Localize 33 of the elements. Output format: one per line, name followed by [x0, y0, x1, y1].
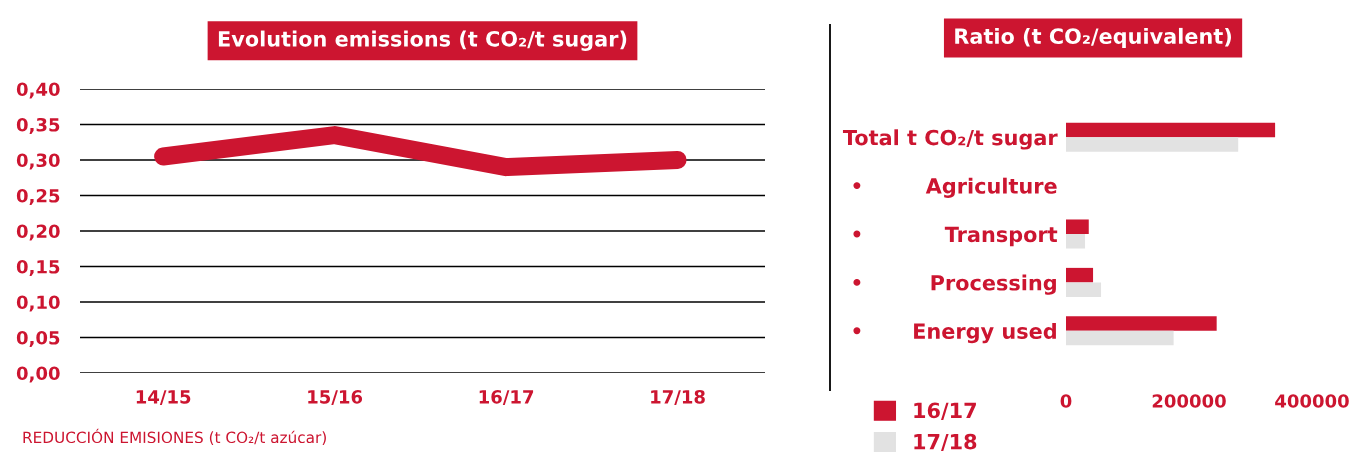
bar: [1066, 219, 1089, 234]
text: REDUCCIÓN EMISIONES (t CO₂/t azúcar): [23, 428, 326, 445]
x-tick-label: 16/17: [479, 390, 534, 406]
x-tick-label: 17/18: [651, 389, 705, 406]
y-tick-label: Energy used: [914, 322, 1056, 344]
x-tick-label: 15/16: [308, 390, 363, 406]
y-tick-label: 0,30: [16, 153, 60, 170]
y-tick-label: 0,00: [16, 366, 60, 383]
y-tick-label: 0,35: [16, 117, 60, 134]
y-tick-label: Total t CO₂/t sugar: [842, 129, 1058, 150]
y-tick-label: Transport: [944, 226, 1058, 247]
bar: [1066, 267, 1094, 283]
y-tick-label: 0,20: [16, 224, 60, 241]
x-tick-label: 0: [1060, 394, 1072, 408]
bar: [1066, 282, 1102, 297]
x-tick-label: 400000: [1275, 394, 1349, 408]
y-tick-label: 0,40: [16, 82, 60, 99]
y-tick-label: 0,25: [16, 188, 60, 205]
legend-label: 17/18: [914, 433, 977, 452]
bar: [1066, 330, 1174, 346]
chart-title: Evolution emissions (t CO₂/t sugar): [218, 30, 627, 51]
x-tick-label: 14/15: [136, 390, 191, 406]
x-tick-label: 200000: [1152, 394, 1226, 408]
y-tick-label: Agriculture: [925, 177, 1057, 199]
chart-title: Ratio (t CO₂/equivalent): [955, 27, 1231, 49]
y-tick-label: 0,10: [16, 295, 60, 312]
bar: [1066, 137, 1239, 152]
y-tick-label: 0,15: [16, 259, 60, 276]
y-tick-label: 0,05: [16, 330, 60, 347]
bar: [1066, 122, 1276, 138]
y-tick-label: Processing: [931, 274, 1056, 295]
bar: [1066, 234, 1086, 249]
bar: [1066, 316, 1217, 331]
